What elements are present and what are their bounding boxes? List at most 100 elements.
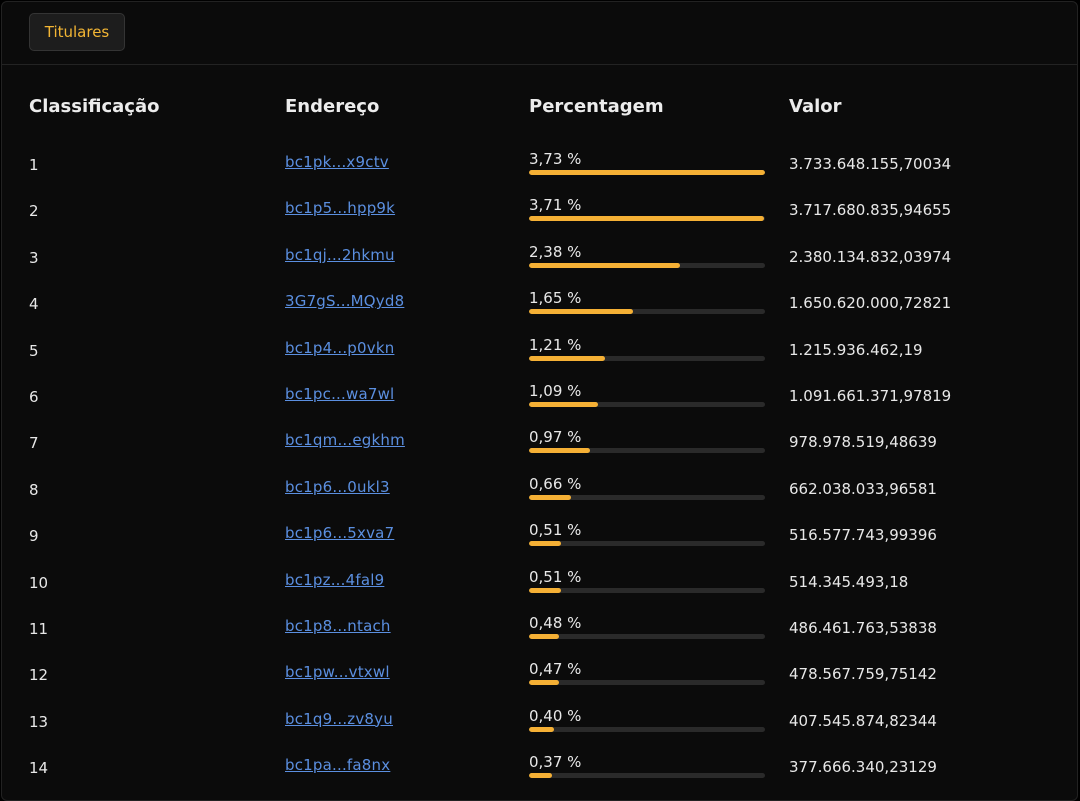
percent-bar bbox=[529, 634, 765, 639]
rank-cell: 3 bbox=[29, 248, 39, 267]
percent-bar-fill bbox=[529, 541, 562, 547]
table-row: 3 bc1qj...2hkmu 2,38 % 2.380.134.832,03974 bbox=[0, 241, 1080, 287]
percent-bar bbox=[529, 541, 765, 547]
percent-label: 3,73 % bbox=[529, 150, 582, 168]
table-row: 12 bc1pw...vtxwl 0,47 % 478.567.759,75142 bbox=[0, 658, 1080, 704]
rank-cell: 4 bbox=[29, 295, 39, 314]
value-cell: 514.345.493,18 bbox=[789, 572, 909, 591]
panel-header: Titulares bbox=[2, 2, 1077, 65]
value-cell: 478.567.759,75142 bbox=[789, 665, 937, 684]
percent-bar bbox=[529, 262, 765, 268]
percent-bar bbox=[529, 448, 765, 454]
percent-bar bbox=[529, 402, 765, 407]
table-row: 10 bc1pz...4fal9 0,51 % 514.345.493,18 bbox=[0, 566, 1080, 612]
percent-bar-fill bbox=[529, 494, 571, 500]
address-link[interactable]: bc1p8...ntach bbox=[285, 617, 391, 635]
rank-cell: 14 bbox=[29, 759, 49, 778]
percent-bar-fill bbox=[529, 170, 765, 175]
column-header-percent: Percentagem bbox=[529, 96, 664, 117]
table-row: 4 3G7gS...MQyd8 1,65 % 1.650.620.000,72821 bbox=[0, 287, 1080, 333]
table-row: 1 bc1pk...x9ctv 3,73 % 3.733.648.155,70034 bbox=[0, 148, 1080, 194]
percent-bar-fill bbox=[529, 726, 555, 732]
percent-label: 1,65 % bbox=[529, 289, 582, 308]
column-header-address: Endereço bbox=[285, 96, 380, 117]
address-link[interactable]: bc1p5...hpp9k bbox=[285, 199, 396, 218]
tab-holders[interactable]: Titulares bbox=[29, 13, 125, 51]
percent-bar-fill bbox=[529, 634, 560, 639]
percent-bar bbox=[529, 726, 765, 732]
rank-cell: 5 bbox=[29, 341, 39, 360]
rank-cell: 11 bbox=[29, 620, 49, 638]
percent-label: 0,47 % bbox=[529, 660, 582, 679]
rank-cell: 9 bbox=[29, 527, 39, 546]
value-cell: 2.380.134.832,03974 bbox=[789, 247, 952, 266]
value-cell: 486.461.763,53838 bbox=[789, 619, 937, 637]
table-row: 13 bc1q9...zv8yu 0,40 % 407.545.874,82344 bbox=[0, 705, 1080, 751]
percent-bar-fill bbox=[529, 448, 591, 454]
value-cell: 3.733.648.155,70034 bbox=[789, 155, 952, 173]
percent-label: 0,51 % bbox=[529, 567, 582, 586]
value-cell: 1.215.936.462,19 bbox=[789, 340, 923, 359]
percent-bar-fill bbox=[529, 680, 559, 686]
percent-label: 0,48 % bbox=[529, 614, 582, 632]
percent-bar bbox=[529, 216, 765, 222]
table-row: 8 bc1p6...0ukl3 0,66 % 662.038.033,96581 bbox=[0, 473, 1080, 519]
rank-cell: 1 bbox=[29, 156, 39, 174]
percent-label: 1,21 % bbox=[529, 335, 582, 354]
percent-bar bbox=[529, 773, 765, 779]
value-cell: 1.650.620.000,72821 bbox=[789, 294, 952, 313]
rank-cell: 13 bbox=[29, 712, 49, 731]
address-link[interactable]: bc1pz...4fal9 bbox=[285, 570, 385, 589]
address-link[interactable]: bc1qj...2hkmu bbox=[285, 245, 395, 264]
percent-label: 0,51 % bbox=[529, 521, 582, 540]
percent-label: 3,71 % bbox=[529, 196, 582, 215]
value-cell: 662.038.033,96581 bbox=[789, 479, 937, 498]
value-cell: 407.545.874,82344 bbox=[789, 711, 937, 730]
percent-label: 2,38 % bbox=[529, 242, 582, 261]
table-row: 7 bc1qm...egkhm 0,97 % 978.978.519,48639 bbox=[0, 426, 1080, 472]
percent-bar-fill bbox=[529, 262, 680, 268]
column-header-value: Valor bbox=[789, 96, 842, 117]
percent-bar-fill bbox=[529, 402, 598, 407]
address-link[interactable]: bc1pc...wa7wl bbox=[285, 385, 395, 403]
address-link[interactable]: bc1pw...vtxwl bbox=[285, 663, 390, 682]
percent-bar-fill bbox=[529, 587, 562, 593]
table-row: 2 bc1p5...hpp9k 3,71 % 3.717.680.835,94655 bbox=[0, 194, 1080, 240]
rank-cell: 2 bbox=[29, 202, 39, 221]
rank-cell: 8 bbox=[29, 480, 39, 499]
percent-label: 0,40 % bbox=[529, 706, 582, 725]
percent-bar-fill bbox=[529, 216, 764, 222]
column-header-rank: Classificação bbox=[29, 96, 160, 117]
address-link[interactable]: bc1p6...0ukl3 bbox=[285, 477, 390, 496]
percent-bar bbox=[529, 309, 765, 315]
address-link[interactable]: bc1q9...zv8yu bbox=[285, 709, 393, 728]
address-link[interactable]: bc1p6...5xva7 bbox=[285, 524, 395, 543]
value-cell: 377.666.340,23129 bbox=[789, 758, 937, 777]
table-row: 5 bc1p4...p0vkn 1,21 % 1.215.936.462,19 bbox=[0, 334, 1080, 380]
percent-bar-fill bbox=[529, 773, 553, 779]
percent-bar bbox=[529, 494, 765, 500]
value-cell: 1.091.661.371,97819 bbox=[789, 387, 952, 405]
percent-bar bbox=[529, 170, 765, 175]
address-link[interactable]: bc1pa...fa8nx bbox=[285, 756, 391, 775]
percent-bar bbox=[529, 680, 765, 686]
rank-cell: 6 bbox=[29, 388, 39, 406]
percent-bar-fill bbox=[529, 355, 606, 361]
address-link[interactable]: bc1p4...p0vkn bbox=[285, 338, 395, 357]
percent-label: 0,66 % bbox=[529, 474, 582, 493]
value-cell: 978.978.519,48639 bbox=[789, 433, 937, 452]
table-row: 11 bc1p8...ntach 0,48 % 486.461.763,53838 bbox=[0, 612, 1080, 658]
rank-cell: 7 bbox=[29, 434, 39, 453]
percent-label: 0,37 % bbox=[529, 753, 582, 772]
table-row: 6 bc1pc...wa7wl 1,09 % 1.091.661.371,97819 bbox=[0, 380, 1080, 426]
percent-bar-fill bbox=[529, 309, 634, 315]
percent-bar bbox=[529, 355, 765, 361]
address-link[interactable]: bc1pk...x9ctv bbox=[285, 153, 389, 171]
address-link[interactable]: 3G7gS...MQyd8 bbox=[285, 292, 405, 311]
address-link[interactable]: bc1qm...egkhm bbox=[285, 431, 405, 450]
rank-cell: 12 bbox=[29, 666, 49, 685]
table-row: 9 bc1p6...5xva7 0,51 % 516.577.743,99396 bbox=[0, 519, 1080, 565]
value-cell: 3.717.680.835,94655 bbox=[789, 201, 952, 220]
value-cell: 516.577.743,99396 bbox=[789, 526, 937, 545]
